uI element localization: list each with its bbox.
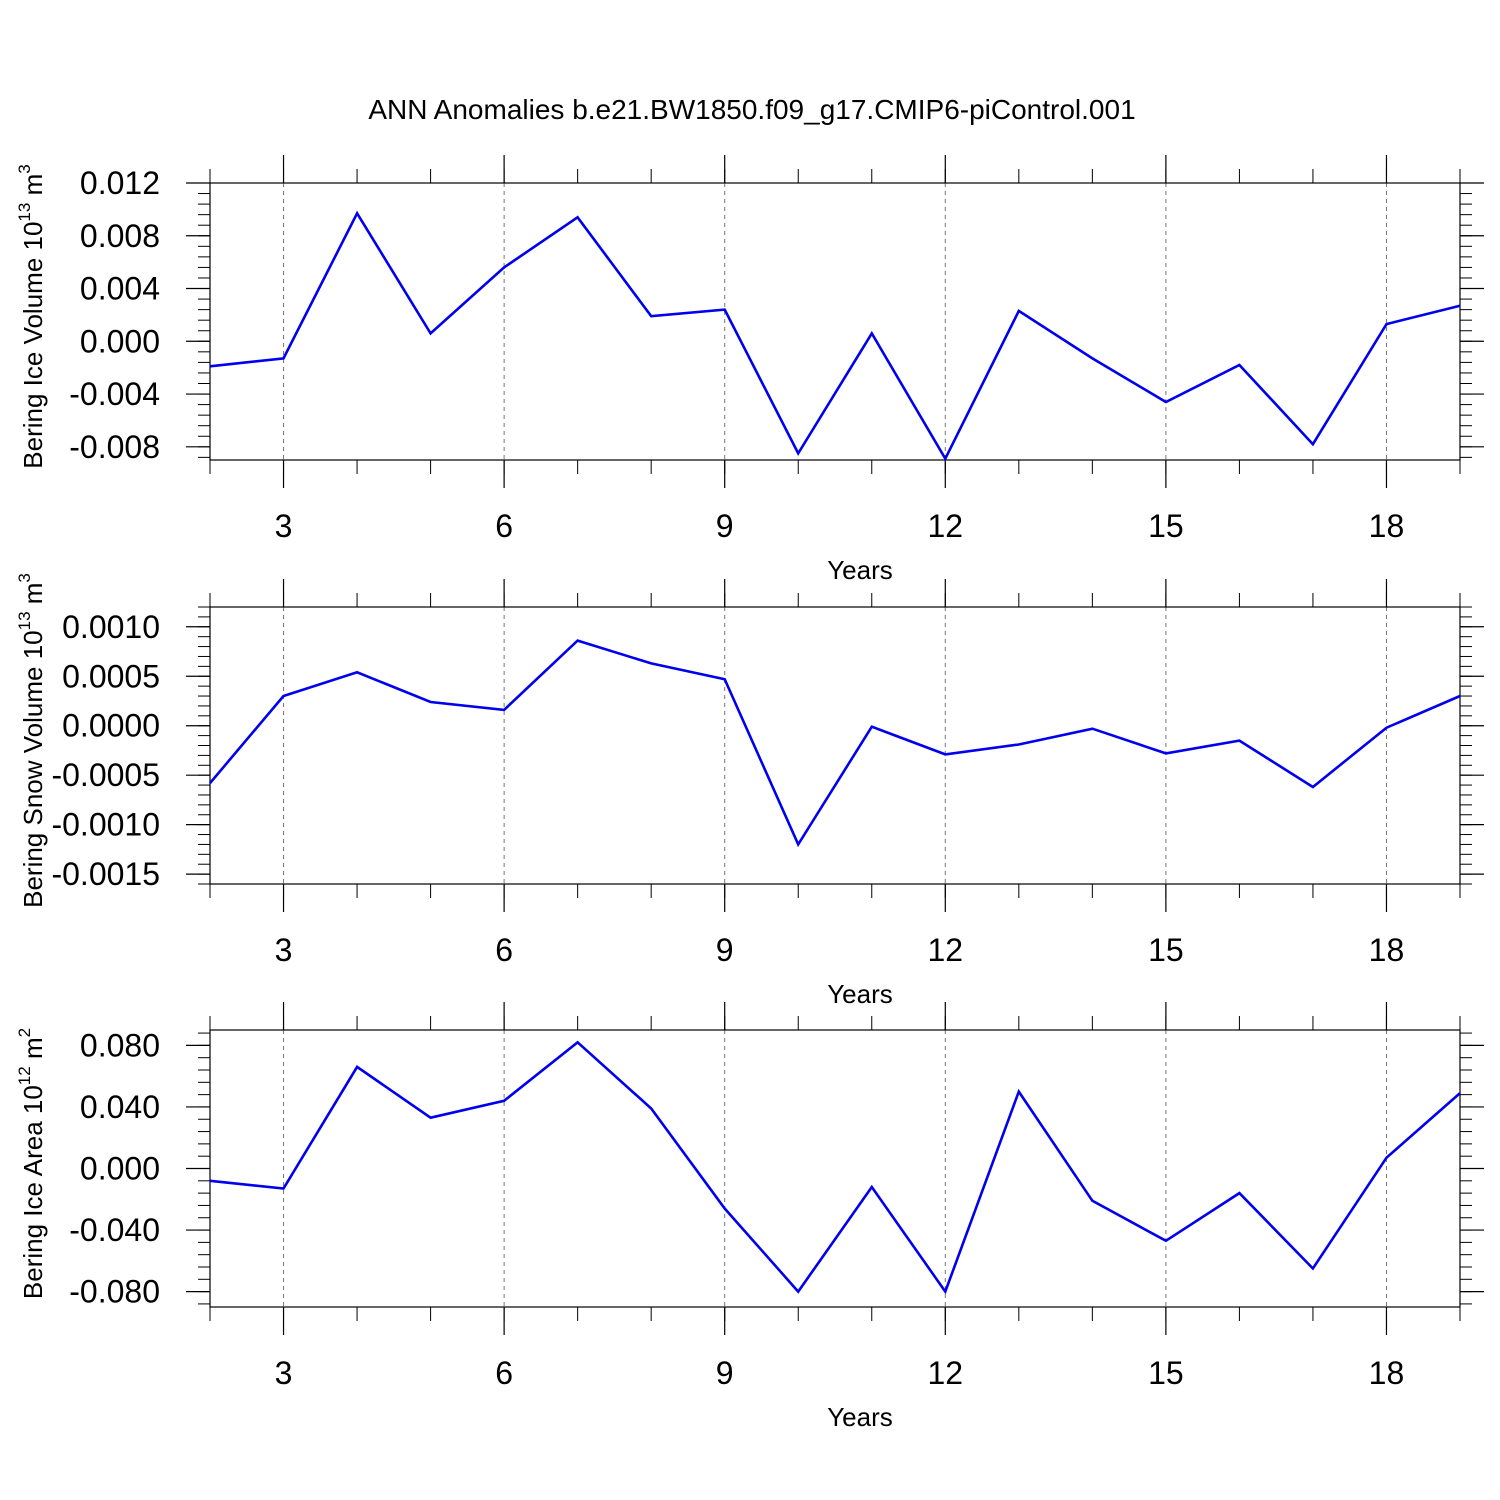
y-tick-label: -0.0010 [51, 807, 160, 843]
y-axis-title-unit-exp: 2 [15, 1028, 34, 1037]
y-axis-title-main: Bering Ice Area 10 [18, 1085, 48, 1299]
x-tick-label: 12 [927, 1355, 963, 1391]
y-tick-label: 0.000 [80, 323, 160, 359]
x-tick-label: 3 [275, 932, 293, 968]
y-axis-title: Bering Ice Area 1012 m2 [15, 1028, 48, 1299]
y-tick-label: 0.080 [80, 1027, 160, 1063]
y-axis-title-unit: m [18, 1037, 48, 1066]
plot-frame [209, 606, 1461, 885]
y-axis-title-unit: m [18, 583, 48, 612]
y-axis-title-unit-exp: 3 [15, 164, 34, 173]
y-tick-label: -0.0015 [51, 856, 160, 892]
y-tick-label: -0.0005 [51, 757, 160, 793]
y-axis-title: Bering Ice Volume 1013 m3 [15, 164, 48, 468]
x-tick-label: 9 [716, 932, 734, 968]
series-line-1 [209, 1040, 1461, 1295]
y-axis-title-unit-exp: 3 [15, 573, 34, 582]
x-tick-label: 15 [1148, 1355, 1184, 1391]
y-axis-title-exp: 12 [15, 1066, 34, 1085]
chart-title: ANN Anomalies b.e21.BW1850.f09_g17.CMIP6… [368, 94, 1135, 125]
y-axis-title-unit: m [18, 174, 48, 203]
plot-frame [209, 182, 1461, 461]
y-tick-label: 0.004 [80, 271, 160, 307]
panel-1: 3 6 9 12 15 18 0.012 0.008 0.004 0.000 -0.004 -0.00… [15, 155, 1484, 585]
x-tick-label: 3 [275, 1355, 293, 1391]
y-axis-title-exp: 13 [15, 611, 34, 630]
x-axis-title: Years [827, 555, 893, 585]
y-tick-label: -0.008 [69, 429, 160, 465]
x-tick-label: 18 [1369, 932, 1405, 968]
panel-3: 3 6 9 12 15 18 0.080 0.040 0.000 -0.040 -0.080 Year… [15, 1002, 1484, 1432]
x-tick-label: 9 [716, 508, 734, 544]
x-tick-label: 12 [927, 508, 963, 544]
x-tick-label: 12 [927, 932, 963, 968]
x-axis-title: Years [827, 1402, 893, 1432]
y-tick-label: -0.080 [69, 1274, 160, 1310]
series-line-1 [209, 639, 1461, 848]
x-tick-label: 6 [495, 508, 513, 544]
y-axis-title-main: Bering Ice Volume 10 [18, 222, 48, 469]
x-axis-title: Years [827, 979, 893, 1009]
plot-frame [209, 1029, 1461, 1308]
y-tick-label: 0.008 [80, 218, 160, 254]
y-tick-label: 0.040 [80, 1089, 160, 1125]
y-tick-label: 0.0010 [62, 609, 160, 645]
x-tick-label: 18 [1369, 508, 1405, 544]
x-tick-label: 6 [495, 1355, 513, 1391]
y-axis-title-main: Bering Snow Volume 10 [18, 630, 48, 908]
panel-2: 3 6 9 12 15 18 0.0010 0.0005 0.0000 -0.0005 -0.001… [15, 573, 1484, 1009]
y-tick-label: 0.012 [80, 165, 160, 201]
y-axis-title: Bering Snow Volume 1013 m3 [15, 573, 48, 908]
x-tick-label: 15 [1148, 932, 1184, 968]
x-tick-label: 6 [495, 932, 513, 968]
y-axis-title-exp: 13 [15, 203, 34, 222]
series-line-1 [209, 210, 1461, 462]
x-tick-label: 3 [275, 508, 293, 544]
y-tick-label: 0.000 [80, 1151, 160, 1187]
y-tick-label: 0.0005 [62, 658, 160, 694]
x-tick-label: 15 [1148, 508, 1184, 544]
y-tick-label: 0.0000 [62, 708, 160, 744]
x-tick-label: 9 [716, 1355, 734, 1391]
y-tick-label: -0.004 [69, 376, 160, 412]
y-tick-label: -0.040 [69, 1212, 160, 1248]
x-tick-label: 18 [1369, 1355, 1405, 1391]
